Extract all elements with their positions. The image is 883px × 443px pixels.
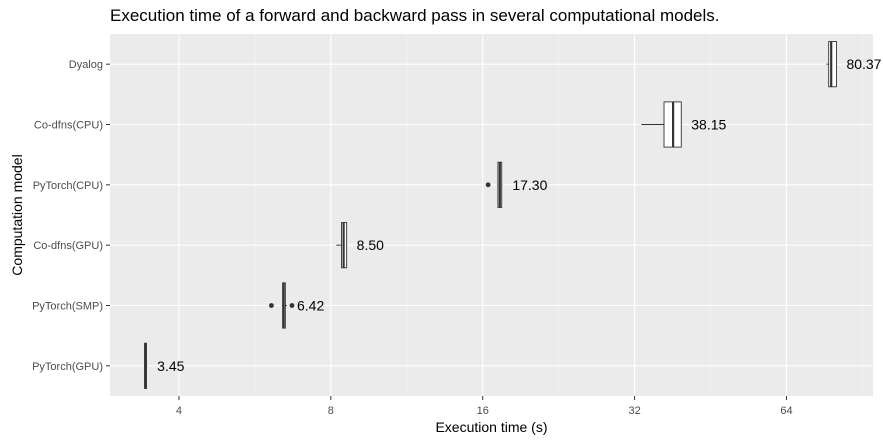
data-label: 80.37 [846, 56, 881, 72]
x-tick-label: 32 [628, 405, 640, 417]
y-tick-label: PyTorch(GPU) [32, 361, 103, 373]
data-label: 38.15 [691, 117, 726, 133]
data-label: 17.30 [512, 177, 547, 193]
outlier-point [485, 182, 491, 188]
box-co-dfns-gpu-: 8.50 [336, 222, 384, 269]
box-pytorch-gpu-: 3.45 [144, 342, 185, 389]
grid-lines [110, 34, 873, 396]
x-tick-label: 16 [477, 405, 489, 417]
plot-panel [110, 34, 873, 396]
x-axis-label: Execution time (s) [435, 419, 548, 435]
box-dyalog: 80.37 [826, 41, 882, 88]
box-iqr [828, 41, 837, 88]
data-label: 8.50 [357, 237, 384, 253]
y-tick-label: Co-dfns(CPU) [34, 120, 103, 132]
y-axis-label: Computation model [9, 154, 25, 276]
x-tick-label: 64 [780, 405, 792, 417]
y-tick-label: PyTorch(CPU) [33, 180, 103, 192]
x-tick-label: 4 [176, 405, 182, 417]
boxes: 3.45 6.42 8.50 17.30 38.15 80.37 [144, 41, 882, 389]
box-pytorch-cpu-: 17.30 [485, 161, 548, 208]
y-tick-label: PyTorch(SMP) [32, 301, 103, 313]
x-tick-label: 8 [328, 405, 334, 417]
y-tick-label: Dyalog [69, 59, 103, 71]
outlier-point [289, 303, 295, 308]
box-co-dfns-cpu-: 38.15 [641, 101, 727, 148]
data-label: 6.42 [297, 298, 324, 314]
box-pytorch-smp-: 6.42 [269, 282, 324, 329]
panel-background [110, 34, 873, 396]
chart-title: Execution time of a forward and backward… [110, 6, 720, 25]
data-label: 3.45 [157, 358, 184, 374]
outlier-point [269, 303, 274, 308]
axes: 4 8 16 32 64 PyTorch(GPU) PyTorch(SMP) Co-dfns(… [32, 59, 792, 417]
y-tick-label: Co-dfns(GPU) [33, 240, 103, 252]
